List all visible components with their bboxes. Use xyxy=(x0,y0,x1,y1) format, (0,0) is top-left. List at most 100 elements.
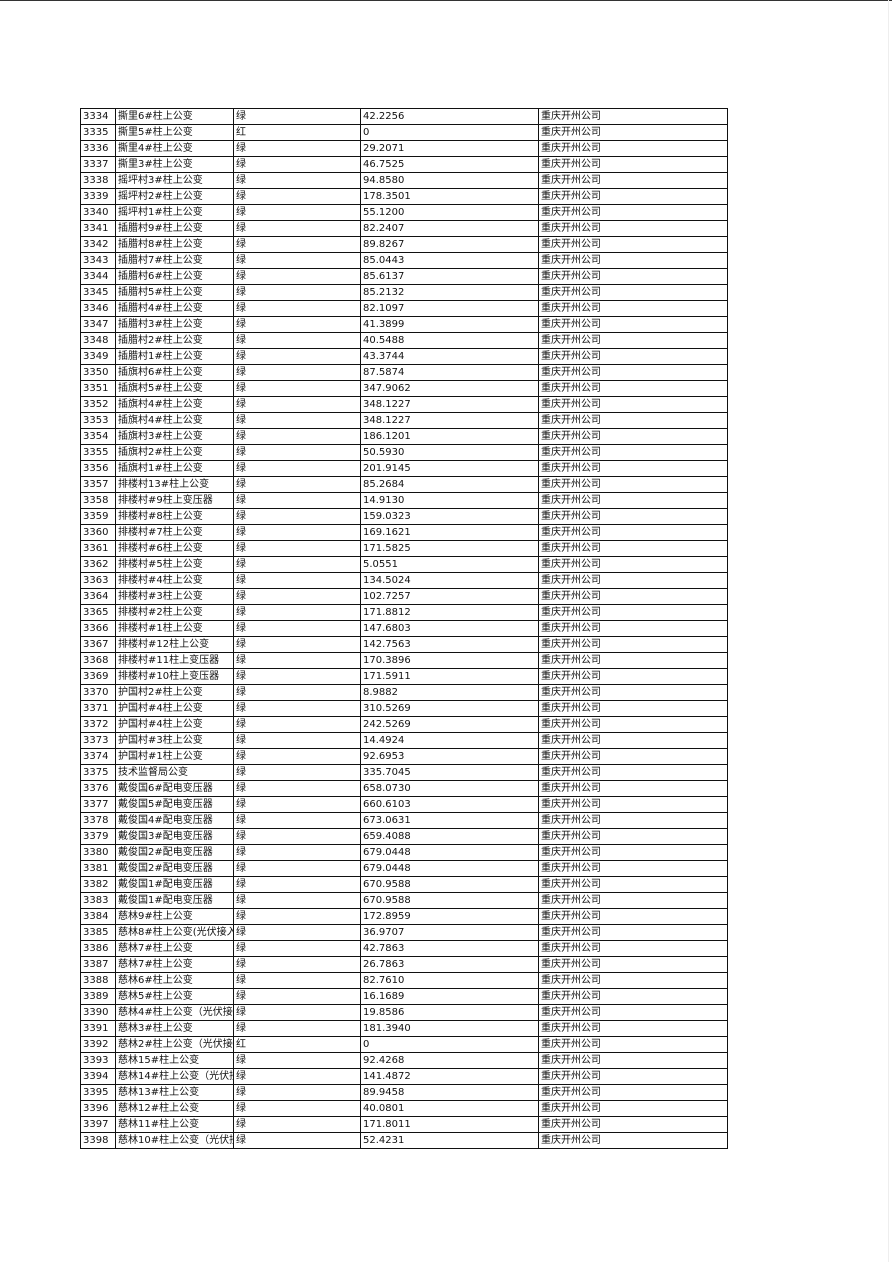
table-row: 3342 插腊村8#柱上公变绿 89.8267 重庆开州公司 xyxy=(80,236,728,253)
table-row: 3382 戴俊国1#配电变压器绿 670.9588 重庆开州公司 xyxy=(80,876,728,893)
row-id-cell: 3337 xyxy=(80,156,116,173)
company-cell: 重庆开州公司 xyxy=(538,892,728,909)
table-row: 3386 慈林7#柱上公变绿 42.7863 重庆开州公司 xyxy=(80,940,728,957)
company-cell: 重庆开州公司 xyxy=(538,444,728,461)
value-cell: 0 xyxy=(360,1036,539,1053)
table-row: 3397 慈林11#柱上公变绿 171.8011 重庆开州公司 xyxy=(80,1116,728,1133)
value-cell: 16.1689 xyxy=(360,988,539,1005)
company-cell: 重庆开州公司 xyxy=(538,1004,728,1021)
company-cell: 重庆开州公司 xyxy=(538,940,728,957)
value-cell: 41.3899 xyxy=(360,316,539,333)
transformer-name-cell: 排楼村#12柱上公变 xyxy=(115,636,234,653)
value-cell: 85.0443 xyxy=(360,252,539,269)
row-id-cell: 3343 xyxy=(80,252,116,269)
company-cell: 重庆开州公司 xyxy=(538,348,728,365)
table-row: 3360 排楼村#7柱上公变绿 169.1621 重庆开州公司 xyxy=(80,524,728,541)
value-cell: 14.4924 xyxy=(360,732,539,749)
status-color-cell: 绿 xyxy=(233,780,361,797)
status-color-cell: 绿 xyxy=(233,444,361,461)
value-cell: 134.5024 xyxy=(360,572,539,589)
transformer-name-cell: 插腊村6#柱上公变 xyxy=(115,268,234,285)
row-id-cell: 3394 xyxy=(80,1068,116,1085)
status-color-cell: 绿 xyxy=(233,988,361,1005)
row-id-cell: 3369 xyxy=(80,668,116,685)
value-cell: 310.5269 xyxy=(360,700,539,717)
row-id-cell: 3350 xyxy=(80,364,116,381)
status-color-cell: 绿 xyxy=(233,220,361,237)
company-cell: 重庆开州公司 xyxy=(538,668,728,685)
row-id-cell: 3359 xyxy=(80,508,116,525)
status-color-cell: 绿 xyxy=(233,1068,361,1085)
value-cell: 159.0323 xyxy=(360,508,539,525)
value-cell: 82.2407 xyxy=(360,220,539,237)
status-color-cell: 绿 xyxy=(233,1004,361,1021)
table-row: 3383 戴俊国1#配电变压器绿 670.9588 重庆开州公司 xyxy=(80,892,728,909)
transformer-name-cell: 插腊村1#柱上公变 xyxy=(115,348,234,365)
company-cell: 重庆开州公司 xyxy=(538,1100,728,1117)
table-body: 3334 撕里6#柱上公变绿 42.2256 重庆开州公司 3335 撕里5#柱上公变红 0… xyxy=(80,108,728,1149)
value-cell: 171.5911 xyxy=(360,668,539,685)
company-cell: 重庆开州公司 xyxy=(538,524,728,541)
value-cell: 52.4231 xyxy=(360,1132,539,1149)
transformer-name-cell: 慈林8#柱上公变(光伏接入 xyxy=(115,924,234,941)
company-cell: 重庆开州公司 xyxy=(538,156,728,173)
value-cell: 178.3501 xyxy=(360,188,539,205)
table-row: 3364 排楼村#3柱上公变绿 102.7257 重庆开州公司 xyxy=(80,588,728,605)
value-cell: 87.5874 xyxy=(360,364,539,381)
status-color-cell: 绿 xyxy=(233,108,361,125)
status-color-cell: 绿 xyxy=(233,1020,361,1037)
transformer-name-cell: 护国村#4柱上公变 xyxy=(115,700,234,717)
company-cell: 重庆开州公司 xyxy=(538,828,728,845)
status-color-cell: 绿 xyxy=(233,732,361,749)
status-color-cell: 绿 xyxy=(233,668,361,685)
status-color-cell: 绿 xyxy=(233,524,361,541)
table-row: 3344 插腊村6#柱上公变绿 85.6137 重庆开州公司 xyxy=(80,268,728,285)
transformer-name-cell: 戴俊国2#配电变压器 xyxy=(115,860,234,877)
status-color-cell: 绿 xyxy=(233,140,361,157)
table-row: 3359 排楼村#8柱上公变绿 159.0323 重庆开州公司 xyxy=(80,508,728,525)
table-row: 3346 插腊村4#柱上公变绿 82.1097 重庆开州公司 xyxy=(80,300,728,317)
status-color-cell: 绿 xyxy=(233,460,361,477)
value-cell: 14.9130 xyxy=(360,492,539,509)
transformer-name-cell: 排楼村#3柱上公变 xyxy=(115,588,234,605)
table-row: 3347 插腊村3#柱上公变绿 41.3899 重庆开州公司 xyxy=(80,316,728,333)
table-row: 3371 护国村#4柱上公变绿 310.5269 重庆开州公司 xyxy=(80,700,728,717)
table-row: 3396 慈林12#柱上公变绿 40.0801 重庆开州公司 xyxy=(80,1100,728,1117)
company-cell: 重庆开州公司 xyxy=(538,428,728,445)
table-row: 3395 慈林13#柱上公变绿 89.9458 重庆开州公司 xyxy=(80,1084,728,1101)
status-color-cell: 绿 xyxy=(233,636,361,653)
value-cell: 348.1227 xyxy=(360,396,539,413)
status-color-cell: 绿 xyxy=(233,412,361,429)
transformer-name-cell: 护国村#4柱上公变 xyxy=(115,716,234,733)
value-cell: 658.0730 xyxy=(360,780,539,797)
company-cell: 重庆开州公司 xyxy=(538,284,728,301)
table-row: 3354 插旗村3#柱上公变绿 186.1201 重庆开州公司 xyxy=(80,428,728,445)
status-color-cell: 绿 xyxy=(233,204,361,221)
value-cell: 670.9588 xyxy=(360,892,539,909)
transformer-name-cell: 慈林13#柱上公变 xyxy=(115,1084,234,1101)
row-id-cell: 3358 xyxy=(80,492,116,509)
value-cell: 55.1200 xyxy=(360,204,539,221)
status-color-cell: 绿 xyxy=(233,1132,361,1149)
table-row: 3372 护国村#4柱上公变绿 242.5269 重庆开州公司 xyxy=(80,716,728,733)
value-cell: 670.9588 xyxy=(360,876,539,893)
table-row: 3379 戴俊国3#配电变压器绿 659.4088 重庆开州公司 xyxy=(80,828,728,845)
status-color-cell: 绿 xyxy=(233,828,361,845)
status-color-cell: 绿 xyxy=(233,284,361,301)
company-cell: 重庆开州公司 xyxy=(538,748,728,765)
company-cell: 重庆开州公司 xyxy=(538,860,728,877)
transformer-name-cell: 慈林12#柱上公变 xyxy=(115,1100,234,1117)
status-color-cell: 绿 xyxy=(233,348,361,365)
value-cell: 19.8586 xyxy=(360,1004,539,1021)
company-cell: 重庆开州公司 xyxy=(538,716,728,733)
status-color-cell: 绿 xyxy=(233,796,361,813)
row-id-cell: 3348 xyxy=(80,332,116,349)
value-cell: 141.4872 xyxy=(360,1068,539,1085)
row-id-cell: 3361 xyxy=(80,540,116,557)
company-cell: 重庆开州公司 xyxy=(538,1052,728,1069)
transformer-name-cell: 戴俊国4#配电变压器 xyxy=(115,812,234,829)
transformer-name-cell: 技术监督局公变 xyxy=(115,764,234,781)
row-id-cell: 3371 xyxy=(80,700,116,717)
value-cell: 92.4268 xyxy=(360,1052,539,1069)
status-color-cell: 绿 xyxy=(233,908,361,925)
